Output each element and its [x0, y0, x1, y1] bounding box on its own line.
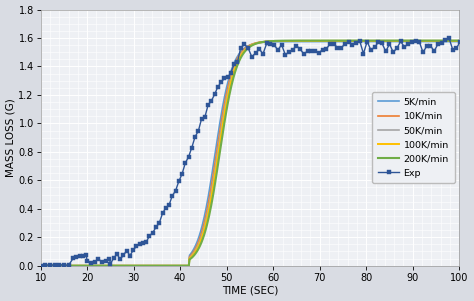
50K/min [353, 39, 359, 43]
10K/min [353, 39, 359, 43]
100K/min [284, 39, 290, 43]
5K/min [227, 73, 233, 76]
Exp [457, 40, 463, 44]
Y-axis label: MASS LOSS (G): MASS LOSS (G) [6, 98, 16, 177]
Exp [124, 249, 129, 253]
Exp [394, 46, 400, 50]
200K/min [353, 39, 359, 42]
200K/min [227, 90, 233, 94]
5K/min [456, 40, 462, 43]
100K/min [112, 264, 118, 268]
50K/min [318, 39, 323, 43]
100K/min [38, 264, 44, 268]
5K/min [38, 264, 44, 268]
100K/min [146, 264, 151, 268]
X-axis label: TIME (SEC): TIME (SEC) [222, 285, 278, 296]
5K/min [353, 40, 359, 43]
Exp [372, 45, 377, 49]
Exp [275, 48, 281, 52]
Exp [166, 203, 172, 207]
10K/min [227, 77, 233, 80]
50K/min [227, 80, 233, 84]
200K/min [456, 39, 462, 42]
200K/min [112, 264, 118, 268]
10K/min [456, 39, 462, 43]
Exp [38, 264, 44, 268]
200K/min [318, 39, 323, 42]
50K/min [284, 39, 290, 43]
Line: 100K/min: 100K/min [41, 41, 459, 266]
5K/min [284, 40, 290, 43]
5K/min [146, 264, 151, 268]
10K/min [38, 264, 44, 268]
Legend: 5K/min, 10K/min, 50K/min, 100K/min, 200K/min, Exp: 5K/min, 10K/min, 50K/min, 100K/min, 200K… [373, 92, 455, 183]
Line: 200K/min: 200K/min [41, 41, 459, 266]
Line: 5K/min: 5K/min [41, 42, 459, 266]
Exp [338, 47, 344, 50]
Line: 10K/min: 10K/min [41, 41, 459, 266]
200K/min [284, 39, 290, 42]
200K/min [146, 264, 151, 268]
5K/min [318, 40, 323, 43]
200K/min [38, 264, 44, 268]
100K/min [318, 39, 323, 43]
Line: Exp: Exp [39, 37, 462, 267]
10K/min [318, 39, 323, 43]
5K/min [112, 264, 118, 268]
50K/min [146, 264, 151, 268]
100K/min [227, 84, 233, 88]
50K/min [456, 39, 462, 43]
Line: 50K/min: 50K/min [41, 41, 459, 266]
10K/min [284, 39, 290, 43]
10K/min [112, 264, 118, 268]
Exp [446, 36, 452, 40]
100K/min [353, 39, 359, 43]
10K/min [146, 264, 151, 268]
50K/min [38, 264, 44, 268]
50K/min [112, 264, 118, 268]
100K/min [456, 39, 462, 43]
